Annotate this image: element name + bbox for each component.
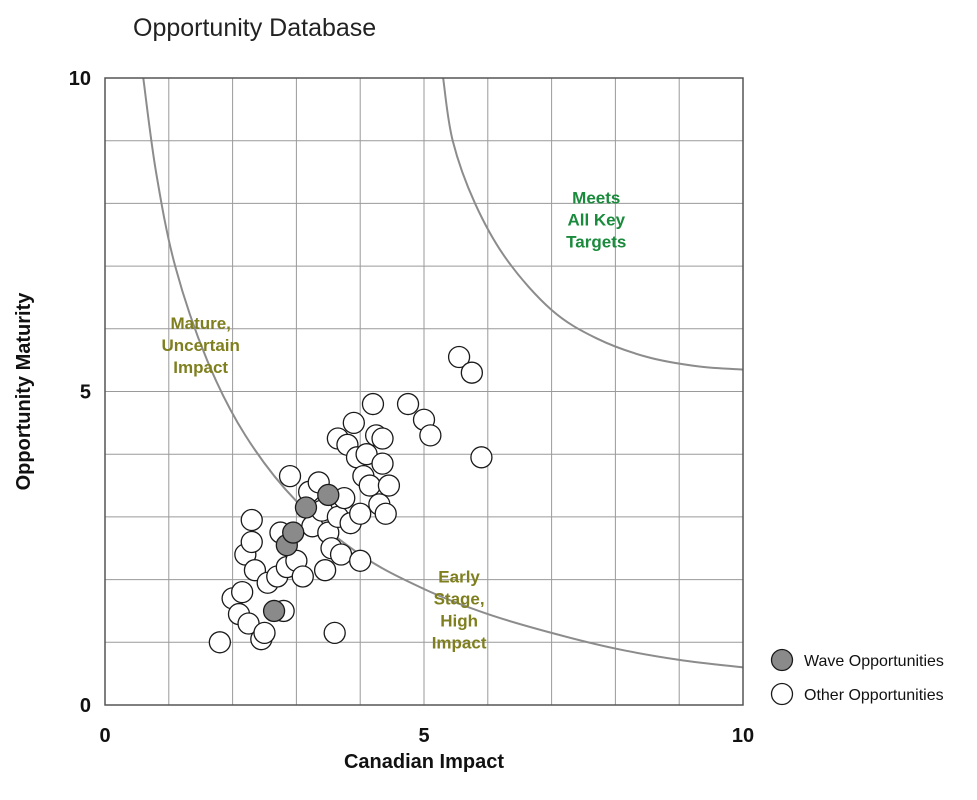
point-wave-opportunity [317,483,340,507]
legend-marker [770,682,794,706]
point-other-opportunity [291,565,314,588]
data-points [208,345,493,654]
x-tick-label: 10 [732,725,754,747]
plot-frame [104,77,744,706]
legend-marker [770,648,794,672]
point-other-opportunity [342,411,365,435]
chart-title: Opportunity Database [133,14,376,42]
point-other-opportunity [253,621,276,645]
y-tick-label: 10 [69,68,91,90]
point-other-opportunity [323,621,346,645]
point-other-opportunity [240,530,263,554]
point-other-opportunity [419,424,442,447]
point-other-opportunity [358,474,381,497]
point-other-opportunity [460,361,484,384]
x-tick-label: 5 [418,725,429,747]
axis-ticks: 0 5 10 0 5 10 [69,68,754,747]
legend-label: Wave Opportunities [804,653,944,670]
chart-legend: Wave Opportunities Other Opportunities [770,648,944,706]
point-other-opportunity [470,446,493,469]
y-tick-label: 0 [80,695,91,717]
point-other-opportunity [349,549,372,572]
point-other-opportunity [208,631,231,654]
x-axis-title: Canadian Impact [344,751,504,773]
point-other-opportunity [396,392,420,416]
y-tick-label: 5 [80,382,91,404]
region-label: Meets All Key Targets [566,188,626,251]
point-wave-opportunity [262,599,286,623]
legend-label: Other Opportunities [804,687,944,704]
region-label: Mature, Uncertain Impact [161,314,239,377]
point-other-opportunity [240,508,263,532]
point-other-opportunity [361,392,385,416]
chart-grid [105,78,743,705]
point-other-opportunity [329,543,353,566]
point-other-opportunity [349,502,372,525]
y-axis-title: Opportunity Maturity [13,292,35,491]
point-other-opportunity [278,464,302,488]
point-wave-opportunity [294,496,318,519]
point-other-opportunity [377,474,401,497]
point-other-opportunity [374,502,397,525]
x-tick-label: 0 [99,725,110,747]
point-other-opportunity [231,580,254,604]
point-other-opportunity [313,559,337,582]
point-other-opportunity [447,345,471,369]
region-labels: Mature, Uncertain Impact Early Stage, High Imp… [161,188,626,652]
point-wave-opportunity [282,521,305,544]
point-other-opportunity [371,427,394,450]
boundary-curve-2 [442,77,744,371]
point-other-opportunity [371,452,394,475]
region-label: Early Stage, High Impact [432,568,487,653]
